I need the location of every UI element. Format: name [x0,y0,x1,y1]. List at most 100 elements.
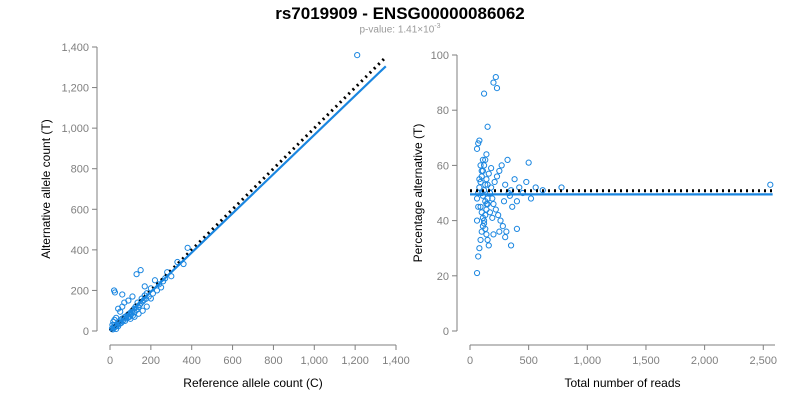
data-point [485,242,492,249]
y-tick-label: 20 [437,271,449,283]
x-tick-label: 0 [467,355,473,367]
data-point [147,295,154,302]
data-point [476,137,483,144]
data-point [485,170,492,177]
data-point [496,228,503,235]
x-tick-label: 0 [107,355,113,367]
data-point [476,245,483,252]
data-point [539,187,546,194]
data-point [476,176,483,183]
data-point [484,195,491,202]
data-point [184,244,191,251]
data-point [478,209,485,216]
data-point [489,214,496,221]
chart-subtitle-pvalue: p-value: 1.41×10-3 [0,23,800,35]
data-point [477,162,484,169]
pvalue-exponent: -3 [434,23,441,30]
data-point [483,231,490,238]
data-point [490,231,497,238]
y-tick-label: 100 [431,50,449,62]
data-point [483,200,490,208]
fit-line [109,65,387,332]
data-point [157,284,165,291]
data-point [491,178,498,186]
x-tick-label: 800 [264,355,282,367]
data-points [473,73,774,277]
y-tick-label: 0 [83,326,89,338]
data-point [131,313,138,320]
data-point [492,206,499,213]
x-tick-label: 400 [183,355,201,367]
data-point [475,253,482,260]
x-tick-label: 1,000 [574,355,602,367]
x-tick-label: 1,200 [341,355,369,367]
x-tick-label: 2,000 [691,355,719,367]
data-point [139,307,146,314]
data-point [475,189,482,197]
data-point [509,203,516,210]
panel-allele-counts: 0 200 400 600 800 1,000 1,200 1,400 0 200 400 600 80… [39,42,410,390]
data-point [119,291,126,298]
data-point [477,203,484,210]
data-point [480,217,488,224]
data-point [141,283,148,290]
data-point [482,181,489,188]
data-point [486,209,494,216]
data-point [480,90,488,97]
data-point [475,203,482,210]
data-point [502,234,509,241]
data-point [473,217,481,224]
data-point [117,308,124,315]
data-point [513,198,521,205]
data-point [483,151,490,158]
y-tick-label: 1,400 [61,42,89,54]
data-point [483,176,490,183]
data-point [532,184,539,191]
y-tick-label: 40 [437,216,449,228]
chart-title: rs7019909 - ENSG00000086062 [275,4,525,23]
data-point [473,269,481,277]
data-point [480,220,488,227]
data-point [111,289,119,296]
data-point [493,85,501,92]
y-axis-label: Percentage alternative (T) [411,124,425,263]
data-point [480,162,488,169]
pvalue-text: p-value: 1.41×10 [359,24,435,36]
data-point [476,184,483,191]
y-tick-label: 200 [71,285,89,297]
data-point [143,303,150,310]
data-point [499,223,506,230]
data-point [129,293,136,300]
data-point [477,236,484,244]
data-point [484,236,491,244]
data-point [767,181,774,188]
data-point [478,167,485,175]
data-point [507,242,515,249]
y-tick-label: 60 [437,160,449,172]
x-tick-label: 2,500 [750,355,778,367]
data-point [492,73,499,81]
data-point [354,52,361,59]
data-point [488,165,495,172]
data-point [479,214,487,221]
data-point [473,145,481,152]
y-tick-label: 0 [443,326,449,338]
data-point [121,299,128,306]
data-point [493,173,501,180]
data-point [473,195,481,202]
data-point [506,192,513,199]
data-point [479,156,487,163]
x-tick-label: 1,500 [632,355,660,367]
data-point [504,156,511,163]
data-point [502,181,509,188]
data-point [498,162,505,169]
x-axis-label: Reference allele count (C) [183,376,322,390]
y-tick-label: 400 [71,245,89,257]
data-point [497,217,504,224]
data-point [484,181,491,188]
x-tick-label: 1,400 [382,355,410,367]
data-point [475,140,482,147]
data-point [523,178,530,186]
data-point [484,123,491,130]
